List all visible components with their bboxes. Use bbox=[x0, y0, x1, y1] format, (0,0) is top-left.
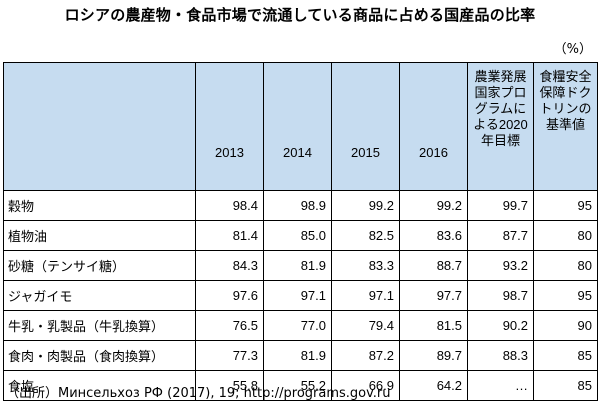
cell-value: 95 bbox=[533, 190, 598, 221]
row-label: 植物油 bbox=[3, 220, 196, 251]
cell-value: 80 bbox=[533, 250, 598, 281]
cell-value: 93.2 bbox=[467, 250, 534, 281]
table-row: ジャガイモ 97.6 97.1 97.1 97.7 98.7 95 bbox=[3, 280, 598, 311]
cell-value: 81.5 bbox=[399, 310, 468, 341]
cell-value: 82.5 bbox=[331, 220, 400, 251]
cell-value: 97.6 bbox=[195, 280, 264, 311]
cell-value: 81.4 bbox=[195, 220, 264, 251]
source-note: （出所）Минсельхоз РФ (2017), 19; http://pro… bbox=[6, 386, 391, 401]
cell-value: 81.9 bbox=[263, 340, 332, 371]
header-year: 2014 bbox=[263, 62, 332, 191]
table-row: 牛乳・乳製品（牛乳換算） 76.5 77.0 79.4 81.5 90.2 90 bbox=[3, 310, 598, 341]
cell-value: 97.1 bbox=[263, 280, 332, 311]
cell-value: 85.0 bbox=[263, 220, 332, 251]
table-row: 砂糖（テンサイ糖） 84.3 81.9 83.3 88.7 93.2 80 bbox=[3, 250, 598, 281]
row-label: 食肉・肉製品（食肉換算） bbox=[3, 340, 196, 371]
cell-value: 81.9 bbox=[263, 250, 332, 281]
cell-value: … bbox=[467, 370, 534, 401]
row-label: 砂糖（テンサイ糖） bbox=[3, 250, 196, 281]
header-row: 2013 2014 2015 2016 農業発展国家プログラムによる2020年目… bbox=[3, 62, 598, 191]
cell-value: 79.4 bbox=[331, 310, 400, 341]
cell-value: 83.3 bbox=[331, 250, 400, 281]
cell-value: 55.8 bbox=[195, 370, 264, 401]
cell-value: 98.9 bbox=[263, 190, 332, 221]
cell-value: 80 bbox=[533, 220, 598, 251]
row-label: 食塩 bbox=[3, 370, 196, 401]
table-row: 植物油 81.4 85.0 82.5 83.6 87.7 80 bbox=[3, 220, 598, 251]
cell-value: 87.7 bbox=[467, 220, 534, 251]
cell-value: 76.5 bbox=[195, 310, 264, 341]
table-row: 穀物 98.4 98.9 99.2 99.2 99.7 95 bbox=[3, 190, 598, 221]
cell-value: 89.7 bbox=[399, 340, 468, 371]
row-label: ジャガイモ bbox=[3, 280, 196, 311]
header-year: 2015 bbox=[331, 62, 400, 191]
cell-value: 88.7 bbox=[399, 250, 468, 281]
cell-value: 85 bbox=[533, 340, 598, 371]
cell-value: 99.2 bbox=[331, 190, 400, 221]
cell-value: 85 bbox=[533, 370, 598, 401]
cell-value: 99.2 bbox=[399, 190, 468, 221]
row-label: 穀物 bbox=[3, 190, 196, 221]
cell-value: 97.7 bbox=[399, 280, 468, 311]
cell-value: 90.2 bbox=[467, 310, 534, 341]
table-row: 食肉・肉製品（食肉換算） 77.3 81.9 87.2 89.7 88.3 85 bbox=[3, 340, 598, 371]
cell-value: 97.1 bbox=[331, 280, 400, 311]
cell-value: 64.2 bbox=[399, 370, 468, 401]
cell-value: 99.7 bbox=[467, 190, 534, 221]
cell-value: 77.3 bbox=[195, 340, 264, 371]
cell-value: 98.4 bbox=[195, 190, 264, 221]
cell-value: 95 bbox=[533, 280, 598, 311]
header-doctrine-threshold: 食糧安全保障ドクトリンの基準値 bbox=[533, 62, 598, 191]
header-2020-target: 農業発展国家プログラムによる2020年目標 bbox=[467, 62, 534, 191]
header-corner bbox=[3, 62, 196, 191]
cell-value: 87.2 bbox=[331, 340, 400, 371]
cell-value: 66.9 bbox=[331, 370, 400, 401]
data-table: 2013 2014 2015 2016 農業発展国家プログラムによる2020年目… bbox=[3, 62, 598, 401]
cell-value: 88.3 bbox=[467, 340, 534, 371]
header-year: 2016 bbox=[399, 62, 468, 191]
header-year: 2013 bbox=[195, 62, 264, 191]
cell-value: 98.7 bbox=[467, 280, 534, 311]
cell-value: 90 bbox=[533, 310, 598, 341]
table-row: 食塩 55.8 55.2 66.9 64.2 … 85 bbox=[3, 370, 598, 401]
row-label: 牛乳・乳製品（牛乳換算） bbox=[3, 310, 196, 341]
unit-label: （%） bbox=[553, 42, 592, 57]
page-title: ロシアの農産物・食品市場で流通している商品に占める国産品の比率 bbox=[64, 6, 536, 24]
cell-value: 83.6 bbox=[399, 220, 468, 251]
cell-value: 77.0 bbox=[263, 310, 332, 341]
cell-value: 84.3 bbox=[195, 250, 264, 281]
